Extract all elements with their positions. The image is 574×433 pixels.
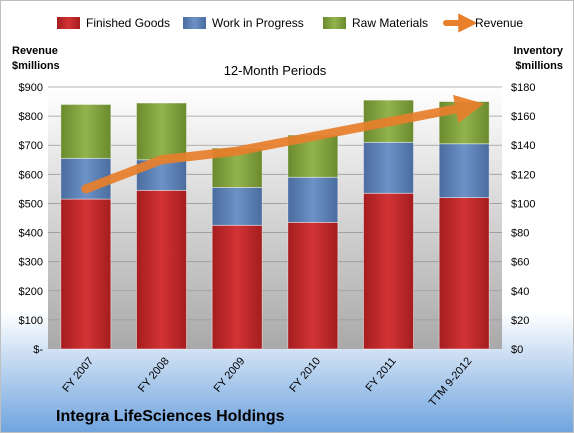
left-tick-label: $100 — [19, 315, 43, 327]
left-axis-ticks: $- $100 $200 $300 $400 $500 $600 $700 $800 $900 — [19, 82, 44, 356]
bar-finished-goods — [136, 189, 187, 350]
bar-raw-materials — [136, 102, 187, 161]
bar-finished-goods — [438, 197, 490, 350]
bar-finished-goods — [287, 221, 339, 350]
right-tick-label: $120 — [511, 169, 535, 181]
bar-finished-goods — [211, 224, 263, 350]
left-axis-title-line1: Revenue — [12, 45, 58, 57]
legend-label-raw-materials: Raw Materials — [352, 16, 428, 30]
left-tick-label: $600 — [19, 169, 43, 181]
legend-label-finished-goods: Finished Goods — [86, 16, 170, 30]
legend-swatch-finished-goods — [57, 17, 80, 29]
revenue-line — [81, 94, 484, 194]
right-tick-label: $60 — [511, 257, 529, 269]
right-tick-label: $20 — [511, 315, 529, 327]
right-axis-title-line2: $millions — [515, 60, 563, 72]
left-tick-label: $400 — [19, 228, 43, 240]
legend-swatch-work-in-progress — [183, 17, 206, 29]
left-tick-label: $800 — [19, 111, 43, 123]
chart-subtitle: 12-Month Periods — [224, 63, 327, 78]
legend-label-work-in-progress: Work in Progress — [212, 16, 304, 30]
right-tick-label: $140 — [511, 140, 535, 152]
right-axis-title-line1: Inventory — [513, 45, 563, 57]
right-tick-label: $40 — [511, 286, 529, 298]
right-tick-label: $160 — [511, 111, 535, 123]
bar-work-in-progress — [363, 141, 414, 194]
right-tick-label: $0 — [511, 344, 523, 356]
left-tick-label: $200 — [19, 286, 43, 298]
legend-label-revenue: Revenue — [475, 16, 523, 30]
left-tick-label: $700 — [19, 140, 43, 152]
bar-work-in-progress — [287, 176, 339, 223]
revenue-line-path — [81, 94, 484, 194]
left-tick-label: $- — [33, 344, 43, 356]
left-tick-label: $300 — [19, 257, 43, 269]
left-tick-label: $900 — [19, 82, 43, 94]
left-tick-label: $500 — [19, 198, 43, 210]
bar-raw-materials — [60, 104, 112, 159]
bars — [60, 99, 490, 350]
right-tick-label: $80 — [511, 228, 529, 240]
legend-swatch-raw-materials — [323, 17, 346, 29]
company-name: Integra LifeSciences Holdings — [56, 408, 285, 425]
left-axis-title-line2: $millions — [12, 60, 60, 72]
bar-finished-goods — [363, 192, 414, 350]
bar-work-in-progress — [438, 143, 490, 199]
right-tick-label: $180 — [511, 82, 535, 94]
legend: Finished Goods Work in Progress Raw Materi… — [57, 13, 523, 33]
right-axis-ticks: $0 $20 $40 $60 $80 $100 $120 $140 $160 $180 — [511, 82, 535, 356]
right-tick-label: $100 — [511, 198, 535, 210]
plot-area — [48, 87, 502, 349]
bar-finished-goods — [60, 198, 112, 350]
bar-work-in-progress — [211, 187, 263, 226]
